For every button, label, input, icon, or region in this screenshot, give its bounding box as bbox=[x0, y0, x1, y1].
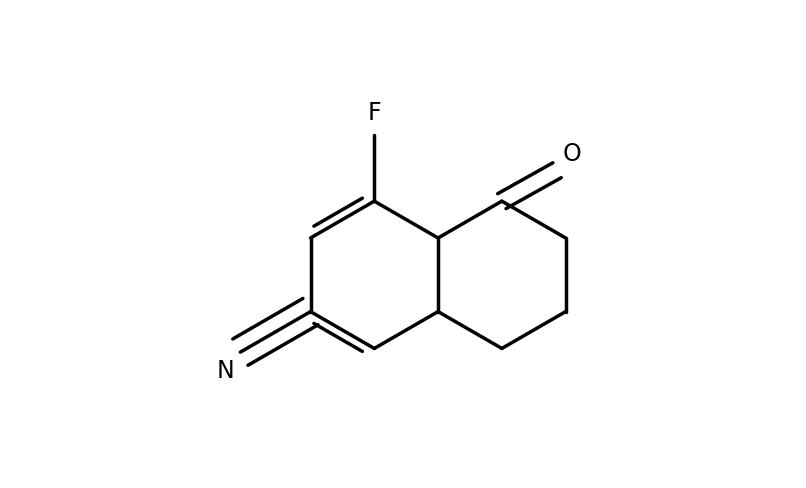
Text: N: N bbox=[217, 358, 235, 382]
Text: F: F bbox=[368, 101, 381, 125]
Text: O: O bbox=[563, 142, 582, 166]
